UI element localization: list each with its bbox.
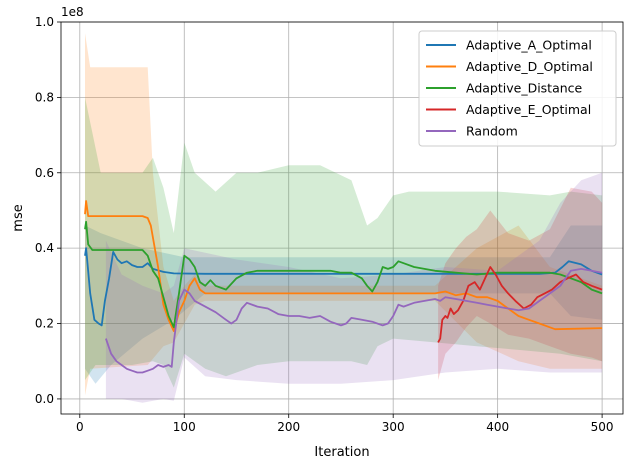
x-tick-label: 500 [591,420,614,434]
legend-label-adaptive-distance: Adaptive_Distance [466,81,583,96]
band-adaptive-distance [85,97,603,388]
series-line-adaptive-a-optimal [84,247,603,327]
band-adaptive-a-optimal [85,225,603,384]
band-adaptive-d-optimal [85,33,603,396]
plot-frame [60,21,624,415]
y-axis-ticks: 0.0 0.2 0.4 0.6 0.8 1.0 [35,15,61,406]
legend-label-adaptive-d-optimal: Adaptive_D_Optimal [466,59,593,74]
y-tick-label: 1.0 [35,15,54,29]
y-tick-label: 0.8 [35,90,54,104]
x-tick-label: 300 [382,420,405,434]
y-tick-label: 0.6 [35,166,54,180]
x-axis-label: Iteration [314,445,369,460]
band-random [105,172,603,403]
legend-label-adaptive-a-optimal: Adaptive_A_Optimal [466,38,592,53]
legend-label-adaptive-e-optimal: Adaptive_E_Optimal [466,102,591,117]
y-tick-label: 0.4 [35,241,54,255]
legend: Adaptive_A_Optimal Adaptive_D_Optimal Adap… [418,30,617,147]
y-offset-label: 1e8 [61,5,84,19]
x-axis-ticks: 0 100 200 300 400 500 [76,414,614,434]
series-line-adaptive-d-optimal [84,200,603,333]
series-line-random [105,267,603,374]
y-tick-label: 0.2 [35,317,54,331]
legend-box [418,30,617,147]
x-tick-label: 200 [277,420,300,434]
x-tick-label: 100 [173,420,196,434]
legend-label-random: Random [466,124,518,139]
confidence-bands [85,33,603,403]
series-line-adaptive-distance [84,220,603,329]
y-axis-label: mse [11,204,26,231]
x-tick-label: 0 [76,420,84,434]
x-tick-label: 400 [486,420,509,434]
series-lines [84,200,603,374]
y-tick-label: 0.0 [35,392,54,406]
band-adaptive-e-optimal [438,187,603,381]
